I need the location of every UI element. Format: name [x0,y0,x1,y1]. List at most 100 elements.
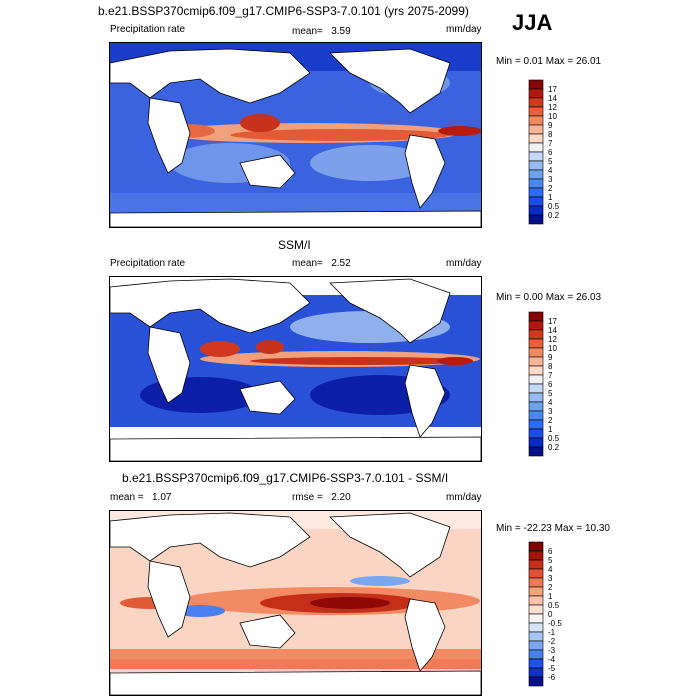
colorbar-box [528,428,544,439]
panel3-min-label: Min = [496,523,521,534]
colorbar-box [528,106,544,117]
colorbar-tick-label: 0.2 [548,211,560,220]
colorbar-tick-label: 9 [548,353,553,362]
colorbar-box [528,676,544,687]
colorbar-tick-label: 6 [548,148,553,157]
colorbar-box [528,550,544,561]
colorbar-box [528,160,544,171]
colorbar-box [528,640,544,651]
colorbar-box [528,437,544,448]
colorbar-tick-label: -2 [548,637,556,646]
colorbar-box [528,79,544,90]
colorbar-box [528,205,544,216]
colorbar-box [528,577,544,588]
panel3-mean-value: 1.07 [151,492,172,503]
colorbar-tick-label: 7 [548,371,553,380]
panel1-mean: mean= 3.59 [292,26,351,37]
colorbar-box [528,392,544,403]
colorbar-box [528,631,544,642]
panel3-units: mm/day [446,492,482,503]
panel2-max-value: 26.03 [576,292,602,303]
colorbar-tick-label: 3 [548,574,553,583]
panel2-units: mm/day [446,258,482,269]
colorbar-box [528,649,544,660]
panel3-rmse-value: 2.20 [331,492,351,503]
colorbar-box [528,124,544,135]
colorbar-tick-label: -0.5 [548,619,562,628]
colorbar-tick-label: 1 [548,592,553,601]
colorbar-tick-label: 0.5 [548,601,560,610]
panel2-map [109,276,482,462]
panel2-mean-label: mean= [292,258,323,269]
colorbar-tick-label: 7 [548,139,553,148]
colorbar-box [528,604,544,615]
colorbar-box [528,169,544,180]
colorbar-tick-label: 0 [548,610,553,619]
colorbar-tick-label: 14 [548,94,557,103]
panel3-mean: mean = 1.07 [110,492,171,503]
colorbar-tick-label: 6 [548,547,553,556]
colorbar-box [528,559,544,570]
colorbar-box [528,568,544,579]
colorbar-box [528,419,544,430]
colorbar-tick-label: 1 [548,425,553,434]
colorbar-tick-label: 4 [548,166,553,175]
colorbar-tick-label: 5 [548,389,553,398]
colorbar-tick-label: 4 [548,565,553,574]
panel3-mean-label: mean = [110,492,144,503]
colorbar-tick-label: 0.5 [548,434,560,443]
colorbar-tick-label: 8 [548,362,553,371]
colorbar-tick-label: 10 [548,112,557,121]
panel1-min-value: 0.01 [523,56,543,67]
colorbar-tick-label: 0.2 [548,443,560,452]
colorbar-tick-label: 12 [548,335,557,344]
colorbar-box [528,88,544,99]
panel3-max-value: 10.30 [584,523,610,534]
panel1-min-max: Min = 0.01 Max = 26.01 [496,56,601,67]
colorbar-tick-label: 5 [548,556,553,565]
colorbar-box [528,356,544,367]
colorbar-tick-label: 4 [548,398,553,407]
colorbar-box [528,338,544,349]
colorbar-tick-label: 3 [548,175,553,184]
panel2-title: SSM/I [278,238,311,252]
colorbar-tick-label: 14 [548,326,557,335]
colorbar-box [528,187,544,198]
colorbar-box [528,178,544,189]
colorbar-box [528,446,544,457]
panel2-max-label: Max = [545,292,574,303]
colorbar-tick-label: 17 [548,85,557,94]
panel3-map-svg [110,511,481,695]
panel3-rmse-label: rmse = [292,492,323,503]
colorbar-tick-label: -5 [548,664,556,673]
panel2-mean: mean= 2.52 [292,258,351,269]
colorbar-tick-label: 2 [548,583,553,592]
colorbar-box [528,196,544,207]
panel1-max-value: 26.01 [576,56,602,67]
colorbar-box [528,97,544,108]
colorbar-tick-label: 2 [548,416,553,425]
colorbar-box [528,311,544,322]
colorbar-tick-label: 3 [548,407,553,416]
colorbar-box [528,374,544,385]
panel3-min-value: -22.23 [523,523,552,534]
colorbar-box [528,365,544,376]
colorbar-box [528,329,544,340]
colorbar-box [528,383,544,394]
panel3-title: b.e21.BSSP370cmip6.f09_g17.CMIP6-SSP3-7.… [122,471,449,485]
colorbar-box [528,586,544,597]
colorbar-box [528,667,544,678]
colorbar-box [528,115,544,126]
colorbar-tick-label: 10 [548,344,557,353]
panel1-max-label: Max = [545,56,574,67]
colorbar-box [528,151,544,162]
panel1-title: b.e21.BSSP370cmip6.f09_g17.CMIP6-SSP3-7.… [98,4,469,18]
colorbar-tick-label: -1 [548,628,556,637]
colorbar-box [528,347,544,358]
panel1-map-svg [110,43,481,227]
panel3-rmse: rmse = 2.20 [292,492,351,503]
colorbar-box [528,658,544,669]
panel2-min-value: 0.00 [523,292,543,303]
colorbar-box [528,142,544,153]
